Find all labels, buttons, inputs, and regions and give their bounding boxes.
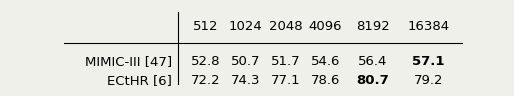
Text: 80.7: 80.7 <box>357 74 389 87</box>
Text: 51.7: 51.7 <box>270 55 300 68</box>
Text: 8192: 8192 <box>356 20 390 33</box>
Text: 2048: 2048 <box>268 20 302 33</box>
Text: 52.8: 52.8 <box>191 55 221 68</box>
Text: 72.2: 72.2 <box>191 74 221 87</box>
Text: 57.1: 57.1 <box>413 55 445 68</box>
Text: ECtHR [6]: ECtHR [6] <box>107 74 172 87</box>
Text: 4096: 4096 <box>308 20 342 33</box>
Text: 54.6: 54.6 <box>310 55 340 68</box>
Text: 78.6: 78.6 <box>310 74 340 87</box>
Text: 1024: 1024 <box>229 20 262 33</box>
Text: 16384: 16384 <box>408 20 450 33</box>
Text: 79.2: 79.2 <box>414 74 444 87</box>
Text: 50.7: 50.7 <box>231 55 260 68</box>
Text: MIMIC-III [47]: MIMIC-III [47] <box>85 55 172 68</box>
Text: 56.4: 56.4 <box>358 55 388 68</box>
Text: 512: 512 <box>193 20 218 33</box>
Text: 77.1: 77.1 <box>270 74 300 87</box>
Text: 74.3: 74.3 <box>231 74 260 87</box>
